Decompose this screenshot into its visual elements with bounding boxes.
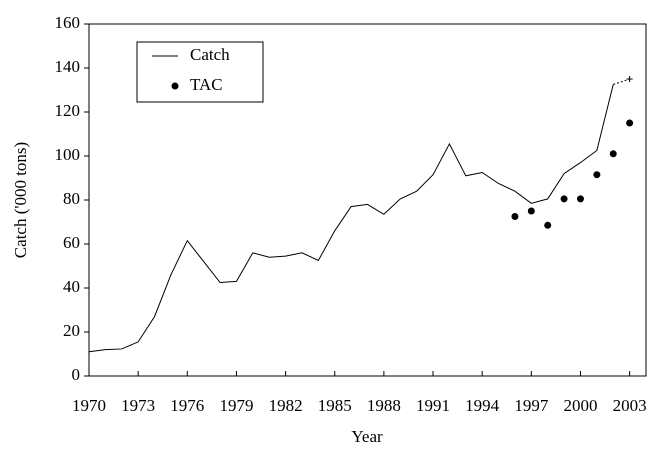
y-tick-label: 120: [55, 101, 81, 120]
dot: [560, 195, 568, 203]
y-tick-label: 100: [55, 145, 81, 164]
legend-box: [136, 41, 264, 103]
dot: [511, 213, 519, 220]
legend-label: Catch: [190, 45, 230, 64]
x-tick-label: 1988: [367, 396, 401, 415]
x-tick-label: 2003: [613, 396, 647, 415]
legend-swatch: [171, 82, 179, 90]
x-tick-label: 1982: [269, 396, 303, 415]
dot: [544, 221, 552, 229]
y-tick-label: 140: [55, 57, 81, 76]
y-tick-label: 20: [63, 321, 80, 340]
x-tick-label: 1985: [318, 396, 352, 415]
dot: [527, 207, 535, 215]
x-tick-label: 1991: [416, 396, 450, 415]
x-tick-label: 1976: [170, 396, 204, 415]
x-axis-label: Year: [351, 427, 383, 446]
plus-marker: [626, 76, 633, 82]
x-tick-label: 1997: [514, 396, 549, 415]
x-tick-label: 1979: [219, 396, 253, 415]
x-tick-label: 1970: [72, 396, 106, 415]
x-tick-label: 1994: [465, 396, 500, 415]
y-tick-label: 160: [55, 13, 81, 32]
dot: [593, 171, 601, 179]
line: [88, 84, 614, 353]
y-tick-label: 0: [72, 365, 81, 384]
dot: [626, 119, 634, 127]
y-tick-label: 80: [63, 189, 80, 208]
x-tick-label: 1973: [121, 396, 155, 415]
line: [613, 78, 630, 85]
y-tick-label: 40: [63, 277, 80, 296]
legend-label: TAC: [190, 75, 223, 94]
x-tick-label: 2000: [563, 396, 597, 415]
y-axis-label: Catch ('000 tons): [11, 142, 30, 258]
dot: [576, 195, 584, 203]
y-tick-label: 60: [63, 233, 80, 252]
dot: [609, 150, 617, 158]
